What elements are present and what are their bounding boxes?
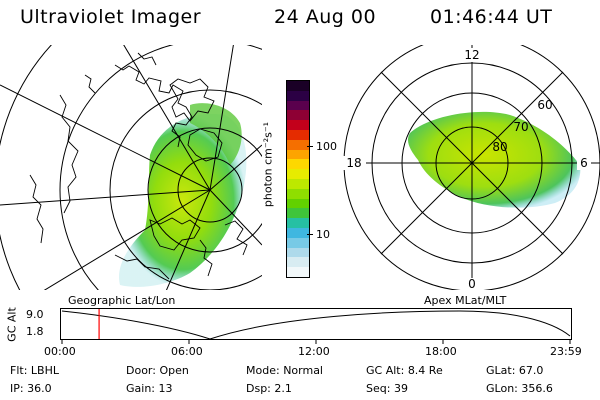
aurora-emission-upper [190, 103, 242, 165]
colorbar-swatch [287, 149, 309, 160]
time-tick-2: 12:00 [298, 345, 330, 358]
geographic-map [0, 45, 262, 290]
colorbar-swatch [287, 169, 309, 179]
colorbar-unit-wrap: photon cm⁻²s⁻¹ [262, 72, 276, 262]
time-tick-1: 06:00 [171, 345, 203, 358]
altitude-tick-high: 9.0 [26, 308, 44, 321]
lat-label-60: 60 [537, 98, 552, 112]
left-panel-caption: Geographic Lat/Lon [68, 294, 176, 307]
time-tick-3: 18:00 [425, 345, 457, 358]
status-glat: GLat: 67.0 [486, 364, 544, 377]
colorbar-swatch [287, 267, 309, 277]
colorbar-tick-100 [307, 146, 313, 147]
status-ip: IP: 36.0 [10, 382, 52, 395]
colorbar-label-100: 100 [316, 140, 337, 153]
colorbar-swatch [287, 198, 309, 209]
colorbar-swatch [287, 129, 309, 140]
colorbar-swatch [287, 120, 309, 130]
magnetic-polar-plot: 12 18 6 0 60 70 80 [342, 45, 600, 290]
lat-label-80: 80 [492, 140, 507, 154]
colorbar-tick-10 [307, 234, 313, 235]
mlt-label-12: 12 [464, 48, 479, 62]
colorbar-swatch [287, 90, 309, 101]
status-gc-alt: GC Alt: 8.4 Re [366, 364, 443, 377]
colorbar-label-10: 10 [316, 228, 330, 241]
colorbar-swatch [287, 188, 309, 199]
colorbar-swatch [287, 81, 309, 91]
status-dsp: Dsp: 2.1 [246, 382, 292, 395]
colorbar-swatch [287, 257, 309, 268]
status-mode: Mode: Normal [246, 364, 323, 377]
time-tick-0: 00:00 [44, 345, 76, 358]
colorbar-swatch [287, 159, 309, 170]
right-panel-caption: Apex MLat/MLT [424, 294, 507, 307]
altitude-axis-label: GC Alt [5, 307, 19, 342]
colorbar-swatch [287, 227, 309, 238]
altitude-curve [61, 310, 571, 340]
status-filter: Flt: LBHL [10, 364, 59, 377]
aurora-oval [407, 111, 581, 208]
status-seq: Seq: 39 [366, 382, 408, 395]
colorbar-swatch [287, 247, 309, 258]
status-gain: Gain: 13 [126, 382, 173, 395]
aurora-emission [119, 114, 247, 287]
colorbar-swatch [287, 218, 309, 228]
status-glon: GLon: 356.6 [486, 382, 553, 395]
lat-label-70: 70 [513, 120, 528, 134]
colorbar-swatch [287, 208, 309, 219]
colorbar [286, 80, 310, 278]
date-label: 24 Aug 00 [274, 6, 377, 28]
instrument-title: Ultraviolet Imager [20, 6, 202, 28]
time-tick-4: 23:59 [550, 345, 582, 358]
mlt-label-6: 6 [580, 156, 588, 170]
colorbar-unit-label: photon cm⁻²s⁻¹ [261, 121, 275, 208]
status-door: Door: Open [126, 364, 189, 377]
time-label: 01:46:44 UT [430, 6, 553, 28]
mlt-label-0: 0 [468, 277, 476, 290]
altitude-plot [60, 308, 572, 344]
colorbar-swatch [287, 178, 309, 189]
colorbar-swatch [287, 237, 309, 248]
colorbar-swatch [287, 110, 309, 121]
mlt-label-18: 18 [346, 156, 361, 170]
altitude-tick-low: 1.8 [26, 325, 44, 338]
coastlines [29, 52, 248, 280]
colorbar-swatch [287, 139, 309, 150]
colorbar-swatch [287, 100, 309, 111]
